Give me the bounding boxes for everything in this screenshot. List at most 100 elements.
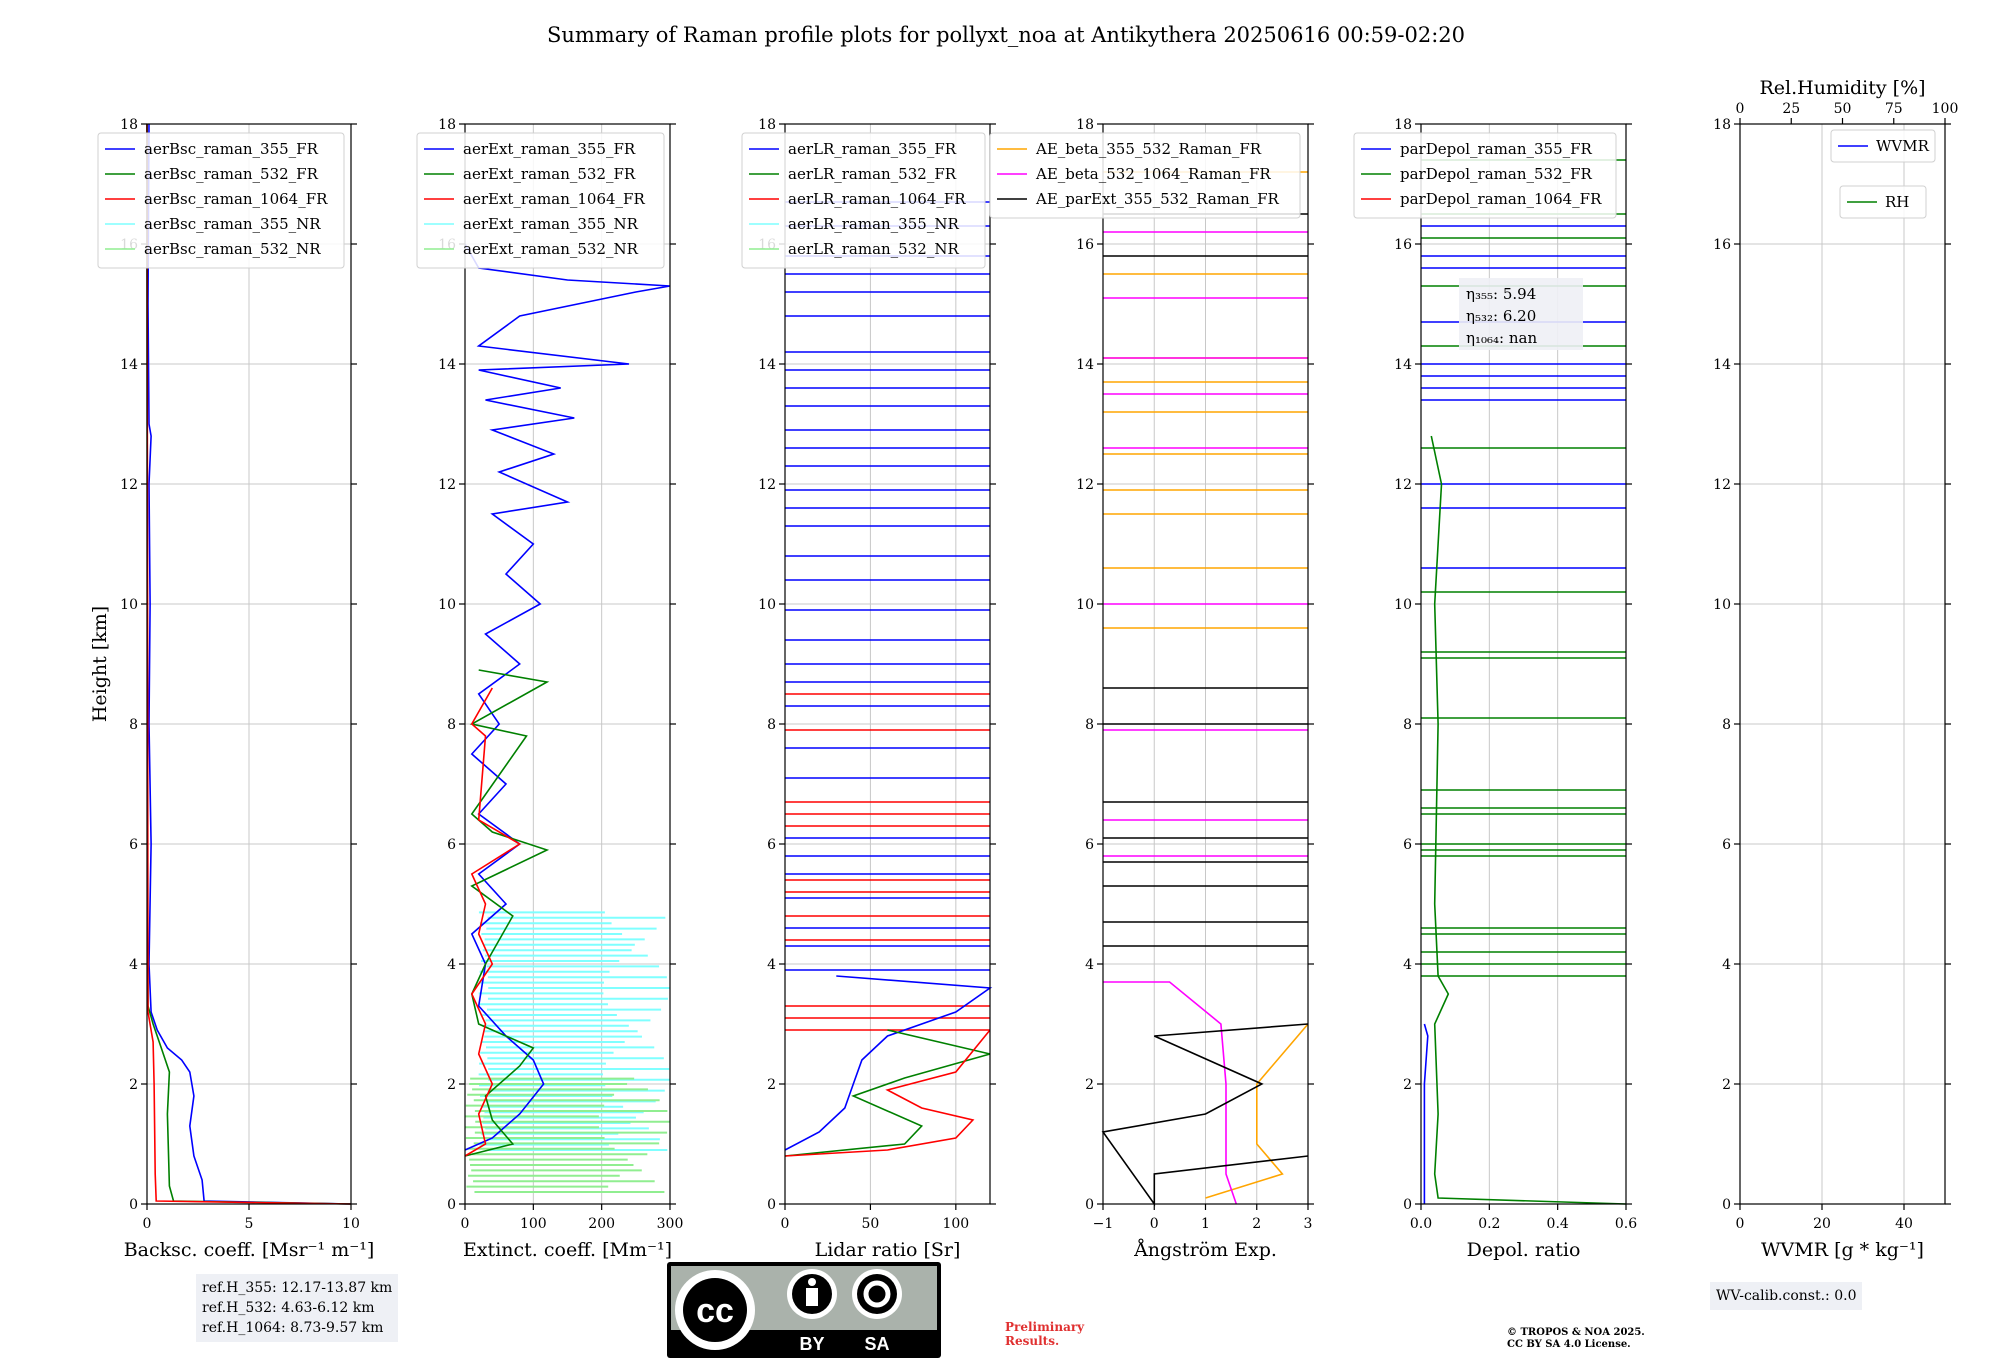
y-tick-label: 6 [1085,837,1094,853]
x-axis-label-ae: Ångström Exp. [1133,1239,1277,1261]
top-tick-label: 0 [1736,101,1745,117]
y-tick-label: 8 [767,717,776,733]
y-tick-label: 6 [1722,837,1731,853]
y-tick-label: 4 [447,957,456,973]
ref-height-532: ref.H_532: 4.63-6.12 km [202,1300,375,1316]
reference-heights-box: ref.H_355: 12.17-13.87 km ref.H_532: 4.6… [196,1274,399,1342]
y-tick-label: 12 [1394,477,1412,493]
y-tick-label: 12 [120,477,138,493]
y-tick-label: 2 [447,1077,456,1093]
y-tick-label: 12 [758,477,776,493]
y-tick-label: 8 [1722,717,1731,733]
legend-label: WVMR [1876,137,1930,155]
y-tick-label: 18 [1713,117,1731,133]
band-ext-0 [478,911,670,1151]
legend-label: aerLR_raman_355_NR [788,215,959,233]
y-tick-label: 4 [129,957,138,973]
series-AE_beta_532_1064_Raman_FR [1103,981,1238,1205]
y-tick-label: 6 [129,837,138,853]
cc-by-sa-license-badge: cc BY SA [667,1262,941,1358]
panel-depol: 0 2 4 6 8 10 12 14 16 18 0.0 0.2 0.4 0.6 Depol. ratio p… [1353,117,1637,1261]
x-axis-label-ext: Extinct. coeff. [Mm⁻¹] [463,1239,672,1261]
y-tick-label: 10 [1713,597,1731,613]
series-parDepol_raman_532_FR [1430,435,1627,1205]
series-aerLR_raman_532_FR [784,1029,991,1157]
x-axis-label-bsc: Backsc. coeff. [Msr⁻¹ m⁻¹] [124,1239,375,1261]
y-tick-label: 8 [129,717,138,733]
y-tick-label: 2 [129,1077,138,1093]
preliminary-line-2: Results. [1005,1334,1060,1348]
annotation-line: η₅₃₂: 6.20 [1466,307,1536,325]
legend-label: RH [1885,193,1909,211]
x-tick-label: 0 [461,1216,470,1232]
annotation-line: η₁₀₆₄: nan [1466,329,1537,347]
y-tick-label: 14 [1394,357,1412,373]
y-tick-label: 12 [438,477,456,493]
y-tick-label: 0 [1085,1197,1094,1213]
legend-label: AE_beta_532_1064_Raman_FR [1035,165,1271,183]
legend-label: aerBsc_raman_355_FR [144,140,319,158]
legend-label: aerExt_raman_355_FR [463,140,636,158]
series-parDepol_raman_355_FR [1423,1023,1429,1204]
ref-height-1064: ref.H_1064: 8.73-9.57 km [202,1320,384,1336]
panel-wv: 0 2 4 6 8 10 12 14 16 18 0 20 40 WVMR [g * kg⁻¹] 0 25 50… [1713,77,1958,1261]
y-tick-label: 0 [447,1197,456,1213]
x-tick-label: −1 [1093,1216,1114,1232]
x-tick-label: 5 [245,1216,254,1232]
axes-frame [784,123,991,1205]
y-tick-label: 16 [1394,237,1412,253]
legend-frame [1353,132,1617,219]
panel-bsc: 0246810121416180510Backsc. coeff. [Msr⁻¹… [97,117,375,1261]
ref-height-355: ref.H_355: 12.17-13.87 km [202,1280,393,1296]
x-axis-label-depol: Depol. ratio [1467,1239,1581,1261]
y-tick-label: 6 [767,837,776,853]
series-AE_beta_355_532_Raman_FR [1205,1023,1309,1199]
x-tick-label: 50 [862,1216,880,1232]
x-tick-label: 300 [657,1216,684,1232]
x-tick-label: 3 [1304,1216,1313,1232]
y-tick-label: 0 [767,1197,776,1213]
series-aerExt_raman_532_FR [464,669,550,1157]
y-tick-label: 18 [120,117,138,133]
x-axis-label-wv: WVMR [g * kg⁻¹] [1761,1239,1924,1261]
y-tick-label: 2 [1085,1077,1094,1093]
band-ext-1 [465,1077,670,1193]
legend-rh: RH [1839,185,1927,219]
x-tick-label: 100 [942,1216,969,1232]
panel-lr: 024681012141618050100Lidar ratio [Sr]aer… [741,117,996,1261]
y-tick-label: 8 [447,717,456,733]
legend-label: parDepol_raman_1064_FR [1400,190,1602,208]
y-tick-label: 14 [438,357,456,373]
legend-frame [1839,185,1927,219]
preliminary-line-1: Preliminary [1005,1320,1085,1334]
cc-sa-label: SA [864,1334,889,1354]
legend-label: aerBsc_raman_355_NR [144,215,321,233]
legend-label: aerLR_raman_532_FR [788,165,957,183]
annotation-line: η₃₅₅: 5.94 [1466,285,1536,303]
cc-glyph: cc [696,1292,734,1330]
x-tick-label: 100 [520,1216,547,1232]
x-tick-label: 10 [342,1216,360,1232]
x-tick-label: 0.0 [1410,1216,1432,1232]
y-tick-label: 18 [1076,117,1094,133]
axes-frame [464,123,671,1205]
y-tick-label: 4 [1403,957,1412,973]
y-tick-label: 0 [1403,1197,1412,1213]
axes-frame [1420,123,1627,1205]
top-tick-label: 50 [1834,101,1852,117]
wv-calib-text: WV-calib.const.: 0.0 [1716,1288,1857,1304]
top-tick-label: 100 [1932,101,1959,117]
annotation-box [1459,278,1583,350]
x-tick-label: 0.6 [1615,1216,1637,1232]
x-tick-label: 0.4 [1547,1216,1569,1232]
legend-label: aerLR_raman_532_NR [788,240,959,258]
legend-ext: aerExt_raman_355_FR aerExt_raman_532_FRae… [416,132,665,269]
y-axis-label: Height [km] [89,606,111,722]
y-tick-label: 0 [129,1197,138,1213]
figure-title: Summary of Raman profile plots for polly… [547,23,1465,47]
copyright-line-2: CC BY SA 4.0 License. [1507,1339,1631,1350]
legend-label: AE_parExt_355_532_Raman_FR [1035,190,1280,208]
y-tick-label: 16 [1713,237,1731,253]
spikes-depol-1 [1421,225,1626,569]
